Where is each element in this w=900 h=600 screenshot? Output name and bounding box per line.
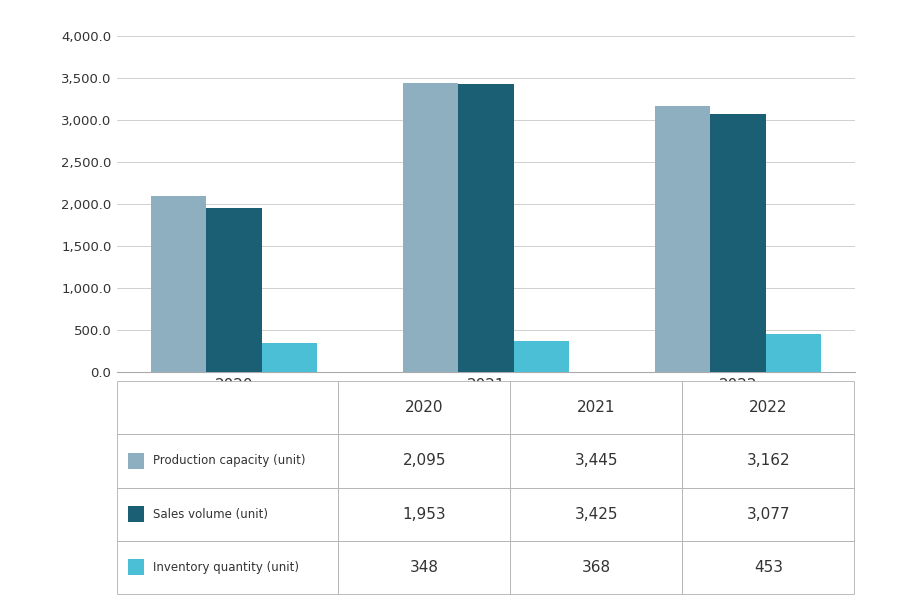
Bar xyxy=(117,381,338,434)
Text: 1,953: 1,953 xyxy=(402,506,446,521)
Bar xyxy=(338,487,510,541)
Bar xyxy=(514,341,569,372)
Bar xyxy=(128,506,144,522)
Bar xyxy=(262,343,317,372)
Text: Inventory quantity (unit): Inventory quantity (unit) xyxy=(153,561,299,574)
Bar xyxy=(338,381,510,434)
Text: 3,162: 3,162 xyxy=(746,454,790,469)
Text: 453: 453 xyxy=(754,560,783,575)
Bar xyxy=(128,453,144,469)
Text: 3,445: 3,445 xyxy=(574,454,618,469)
Bar xyxy=(458,84,514,372)
Bar xyxy=(150,196,206,372)
Bar xyxy=(117,434,338,487)
Text: 2,095: 2,095 xyxy=(402,454,446,469)
Bar xyxy=(128,559,144,575)
Text: 2021: 2021 xyxy=(577,400,616,415)
Bar xyxy=(710,113,766,372)
Text: 368: 368 xyxy=(581,560,611,575)
Text: Sales volume (unit): Sales volume (unit) xyxy=(153,508,268,521)
Text: 2020: 2020 xyxy=(405,400,444,415)
Bar xyxy=(682,541,854,594)
Text: 3,425: 3,425 xyxy=(574,506,618,521)
Bar xyxy=(766,334,822,372)
Text: 3,077: 3,077 xyxy=(746,506,790,521)
Bar xyxy=(117,541,338,594)
Bar xyxy=(682,381,854,434)
Bar xyxy=(510,541,682,594)
Bar xyxy=(655,106,710,372)
Bar xyxy=(510,381,682,434)
Bar xyxy=(117,487,338,541)
Text: 2022: 2022 xyxy=(749,400,788,415)
Bar xyxy=(510,487,682,541)
Bar xyxy=(338,434,510,487)
Bar xyxy=(206,208,262,372)
Bar xyxy=(403,83,458,372)
Text: Production capacity (unit): Production capacity (unit) xyxy=(153,454,306,467)
Bar xyxy=(338,541,510,594)
Bar xyxy=(682,487,854,541)
Bar xyxy=(510,434,682,487)
Text: 348: 348 xyxy=(410,560,439,575)
Bar xyxy=(682,434,854,487)
